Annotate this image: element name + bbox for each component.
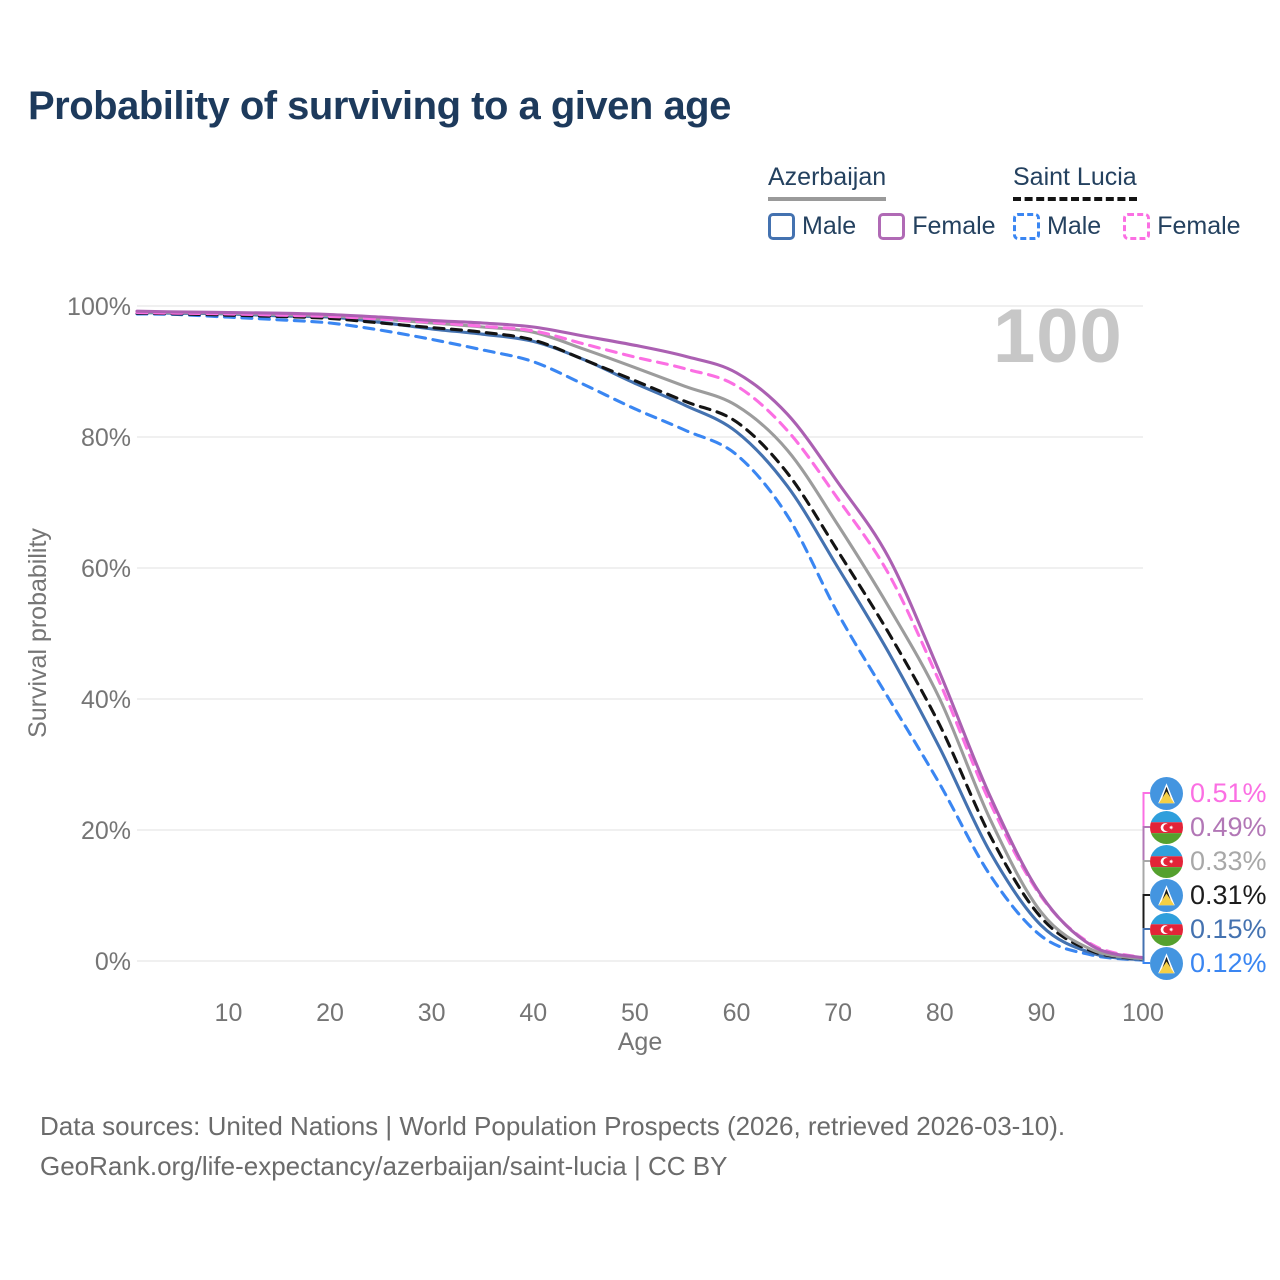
x-axis-title: Age [618, 1028, 662, 1056]
survival-curve-azerbaijan-both-sexes [135, 310, 1145, 961]
saint-lucia-flag-icon [1150, 946, 1183, 980]
end-label-value: 0.31% [1190, 879, 1267, 910]
x-tick-label: 80 [926, 999, 954, 1027]
legend-country-saint-lucia-label: Saint Lucia [1013, 163, 1137, 201]
y-tick-label: 0% [95, 948, 131, 976]
end-label-saint-lucia-male: 0.12% [1150, 946, 1267, 980]
survival-curve-azerbaijan-female [135, 309, 1145, 960]
survival-curve-saint-lucia-both-sexes [135, 311, 1145, 961]
y-tick-label: 40% [81, 686, 131, 714]
end-label-azerbaijan-female: 0.49% [1150, 810, 1267, 844]
legend-item-saint-lucia-male[interactable]: Male [1013, 212, 1101, 241]
end-label-value: 0.51% [1190, 777, 1267, 808]
azerbaijan-flag-icon [1150, 912, 1183, 946]
y-tick-label: 20% [81, 817, 131, 845]
end-label-value: 0.12% [1190, 947, 1267, 978]
legend-item-azerbaijan-female[interactable]: Female [878, 212, 996, 241]
data-sources-text: Data sources: United Nations | World Pop… [40, 1111, 1066, 1141]
x-tick-label: 90 [1027, 999, 1055, 1027]
saint-lucia-flag-icon [1150, 878, 1183, 912]
saint-lucia-flag-icon [1150, 776, 1183, 810]
azerbaijan-flag-icon [1150, 810, 1183, 844]
survival-curve-saint-lucia-female [135, 310, 1145, 960]
azerbaijan-female-swatch-icon [878, 213, 906, 240]
y-tick-label: 80% [81, 424, 131, 452]
x-tick-label: 100 [1122, 999, 1164, 1027]
x-tick-label: 20 [316, 999, 344, 1027]
legend-group-azerbaijan: Azerbaijan Male Female [768, 163, 996, 241]
azerbaijan-flag-icon [1150, 844, 1183, 878]
legend-country-azerbaijan-label: Azerbaijan [768, 163, 887, 201]
legend-item-label: Male [1047, 212, 1102, 240]
end-label-saint-lucia-female: 0.51% [1150, 776, 1267, 810]
end-label-connector [1142, 928, 1150, 960]
azerbaijan-male-swatch-icon [768, 213, 795, 240]
legend-item-label: Female [912, 212, 996, 240]
x-tick-label: 10 [215, 999, 243, 1027]
end-label-value: 0.49% [1190, 811, 1267, 842]
survival-curve-saint-lucia-male [135, 312, 1145, 962]
y-tick-label: 60% [81, 555, 131, 583]
x-tick-label: 40 [519, 999, 547, 1027]
legend-country-saint-lucia: Saint Lucia [1013, 163, 1241, 201]
end-label-azerbaijan-both-sexes: 0.33% [1150, 844, 1267, 878]
y-axis-title: Survival probability [24, 528, 52, 738]
saint-lucia-male-swatch-icon [1013, 213, 1040, 240]
x-tick-label: 30 [418, 999, 446, 1027]
end-label-connector [1142, 960, 1150, 964]
end-label-saint-lucia-both-sexes: 0.31% [1150, 878, 1267, 912]
legend-item-label: Female [1157, 212, 1241, 240]
legend-country-azerbaijan: Azerbaijan [768, 163, 996, 201]
x-tick-label: 60 [723, 999, 751, 1027]
footer: Data sources: United Nations | World Pop… [40, 1106, 1065, 1186]
age-counter-watermark: 100 [993, 294, 1123, 379]
legend-group-saint-lucia: Saint Lucia Male Female [1013, 163, 1241, 241]
end-label-value: 0.33% [1190, 845, 1267, 876]
end-label-value: 0.15% [1190, 913, 1267, 944]
x-tick-label: 70 [824, 999, 852, 1027]
x-tick-label: 50 [621, 999, 649, 1027]
legend-item-label: Male [802, 212, 857, 240]
legend-item-saint-lucia-female[interactable]: Female [1123, 212, 1241, 241]
attribution-text: GeoRank.org/life-expectancy/azerbaijan/s… [40, 1151, 728, 1181]
y-tick-label: 100% [67, 293, 131, 321]
legend-item-azerbaijan-male[interactable]: Male [768, 212, 856, 241]
legend-items-saint-lucia: Male Female [1013, 212, 1241, 241]
legend-items-azerbaijan: Male Female [768, 212, 996, 241]
page-title: Probability of surviving to a given age [28, 84, 731, 128]
saint-lucia-female-swatch-icon [1123, 213, 1151, 240]
end-label-azerbaijan-male: 0.15% [1150, 912, 1267, 946]
